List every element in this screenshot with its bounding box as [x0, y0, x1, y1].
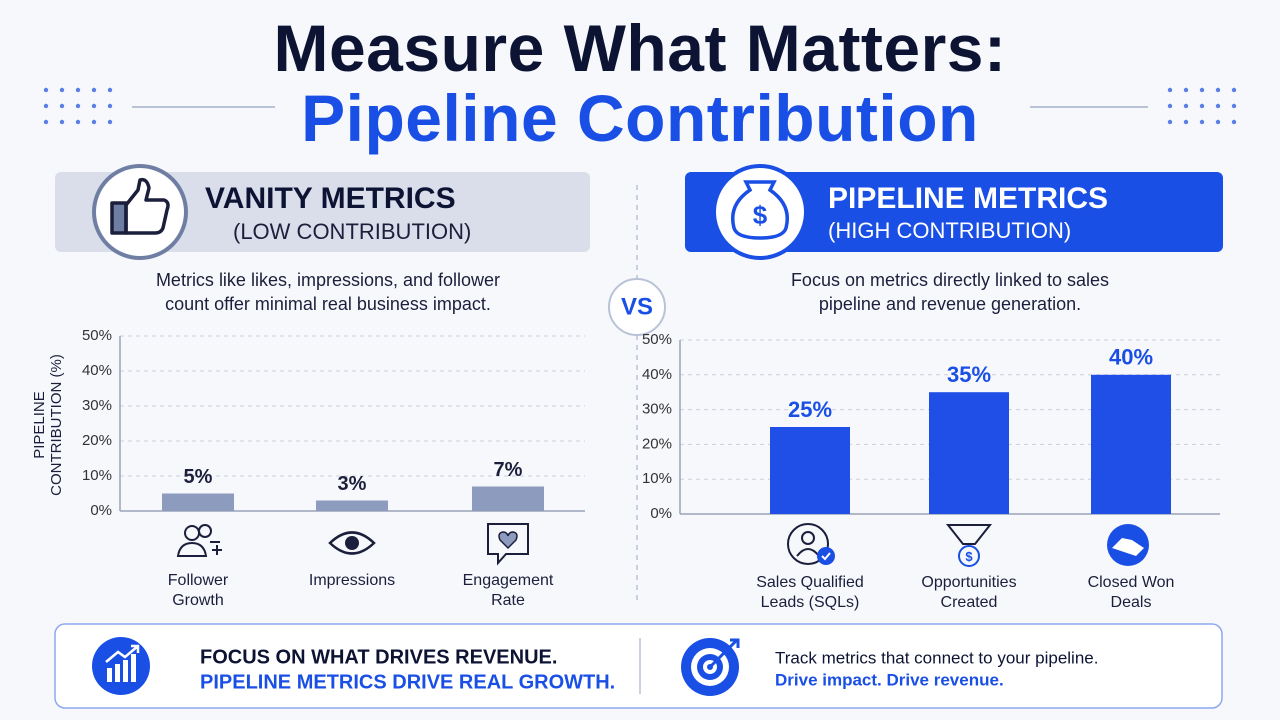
follower-icon [176, 524, 222, 557]
y-tick-label: 30% [642, 401, 672, 418]
growth-icon [92, 637, 150, 695]
money-icon-circle [712, 164, 808, 260]
target-icon [681, 638, 740, 696]
bar [929, 392, 1009, 514]
panel-description: Focus on metrics directly linked to sale… [790, 270, 1110, 314]
y-tick-label: 20% [642, 435, 672, 452]
bar [162, 493, 234, 511]
bar [472, 486, 544, 511]
decor-dots [43, 87, 1237, 125]
value-label: 3% [338, 473, 367, 495]
bar [1091, 374, 1171, 514]
panel-description: Metrics like likes, impressions, and fol… [155, 270, 501, 314]
footer-box [54, 623, 1223, 709]
funnel-icon: $ [945, 524, 993, 567]
title-line1: Measure What Matters: [273, 11, 1007, 85]
growth-icon-bars [107, 654, 136, 682]
y-axis-label: PIPELINE CONTRIBUTION (%) [31, 354, 65, 496]
vanity-header-box [55, 172, 590, 252]
y-tick-label: 10% [82, 467, 112, 484]
y-tick-label: 50% [82, 327, 112, 344]
like-icon [110, 177, 170, 235]
value-label: 40% [1109, 345, 1153, 370]
y-tick-label: 0% [650, 505, 672, 522]
x-tick-label: Opportunities Created [921, 574, 1017, 611]
sql-icon [787, 523, 835, 565]
y-tick-label: 50% [642, 331, 672, 348]
value-label: 7% [494, 459, 523, 481]
footer-right-line2: Drive impact. Drive revenue. [775, 670, 1004, 689]
pipeline-header-box [685, 172, 1223, 252]
handshake-icon [1107, 524, 1149, 566]
value-label: 25% [788, 397, 832, 422]
x-tick-label: Engagement Rate [462, 572, 554, 609]
value-label: 35% [947, 362, 991, 387]
money-icon: $ [731, 180, 789, 240]
panel-heading: VANITY METRICS [205, 182, 456, 215]
bar [770, 427, 850, 514]
panel-subheading: (LOW CONTRIBUTION) [233, 219, 471, 244]
footer-left-line1: FOCUS ON WHAT DRIVES REVENUE. [200, 646, 557, 668]
y-tick-label: 40% [82, 362, 112, 379]
panel-subheading: (HIGH CONTRIBUTION) [828, 218, 1071, 243]
y-tick-label: 30% [82, 397, 112, 414]
svg-text:$: $ [965, 549, 973, 564]
panel-heading: PIPELINE METRICS [828, 182, 1108, 215]
title-line2: Pipeline Contribution [301, 81, 979, 155]
y-tick-label: 20% [82, 432, 112, 449]
svg-text:$: $ [753, 200, 768, 230]
x-tick-label: Sales Qualified Leads (SQLs) [756, 574, 864, 611]
vs-circle [608, 278, 666, 336]
engagement-icon [487, 523, 529, 566]
eye-icon [328, 531, 376, 555]
x-tick-label: Impressions [308, 572, 396, 589]
value-label: 5% [184, 466, 213, 488]
growth-icon-arrow [105, 644, 140, 663]
y-tick-label: 10% [642, 470, 672, 487]
y-tick-label: 0% [90, 502, 112, 519]
footer-right-line1: Track metrics that connect to your pipel… [775, 648, 1098, 667]
footer-left-line2: PIPELINE METRICS DRIVE REAL GROWTH. [200, 671, 615, 693]
x-tick-label: Follower Growth [167, 572, 229, 609]
x-tick-label: Closed Won Deals [1087, 574, 1175, 611]
bar [316, 500, 388, 511]
vs-text: VS [621, 293, 653, 320]
like-icon-circle [92, 164, 188, 260]
y-tick-label: 40% [642, 366, 672, 383]
